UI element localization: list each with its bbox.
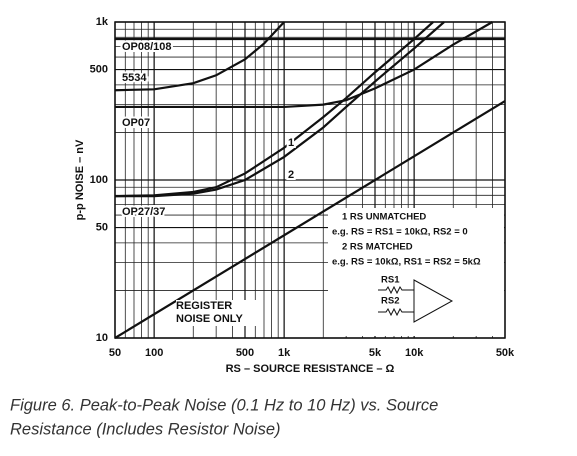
series-line — [114, 21, 434, 198]
annotation: RS2 — [381, 296, 399, 307]
series-label: REGISTER NOISE ONLY — [176, 300, 256, 326]
y-tick-label: 1k — [96, 16, 109, 28]
op-amp — [413, 279, 454, 323]
annotation: e.g. RS = RS1 = 10kΩ, RS2 = 0 — [332, 227, 468, 238]
series-line — [115, 21, 493, 109]
resistor — [378, 285, 414, 295]
caption: Resistance (Includes Resistor Noise) — [10, 420, 281, 438]
y-axis-label: p-p NOISE – nV — [74, 139, 86, 220]
y-tick-label: 50 — [96, 221, 108, 233]
x-tick-label: 50k — [496, 347, 515, 359]
series-label: 5534 — [122, 72, 147, 84]
series-label: OP07 — [122, 117, 150, 129]
x-tick-label: 500 — [236, 347, 254, 359]
caption: Figure 6. Peak-to-Peak Noise (0.1 Hz to … — [10, 396, 438, 414]
x-tick-label: 100 — [145, 347, 163, 359]
series-line — [114, 21, 285, 92]
x-tick-label: 5k — [369, 347, 382, 359]
annotation: 1 RS UNMATCHED — [342, 212, 426, 223]
annotation: RS1 — [381, 275, 400, 286]
series-line — [114, 100, 506, 339]
annotation: 2 RS MATCHED — [342, 242, 413, 253]
y-tick-label: 100 — [90, 174, 108, 186]
x-tick-label: 50 — [109, 347, 121, 359]
resistor — [378, 307, 414, 317]
series-line — [115, 21, 445, 198]
series-label: OP08/108 — [122, 41, 172, 53]
x-axis-label: RS – SOURCE RESISTANCE – Ω — [226, 363, 395, 375]
series-label: 2 — [288, 169, 294, 181]
x-tick-label: 1k — [278, 347, 291, 359]
annotation: e.g. RS = 10kΩ, RS1 = RS2 = 5kΩ — [332, 257, 481, 268]
x-tick-label: 10k — [405, 347, 424, 359]
annotation: OP27/37 — [122, 206, 165, 218]
y-tick-label: 500 — [90, 63, 108, 75]
y-tick-label: 10 — [96, 332, 108, 344]
plot-frame — [114, 21, 506, 339]
series-label: 1 — [288, 137, 294, 149]
